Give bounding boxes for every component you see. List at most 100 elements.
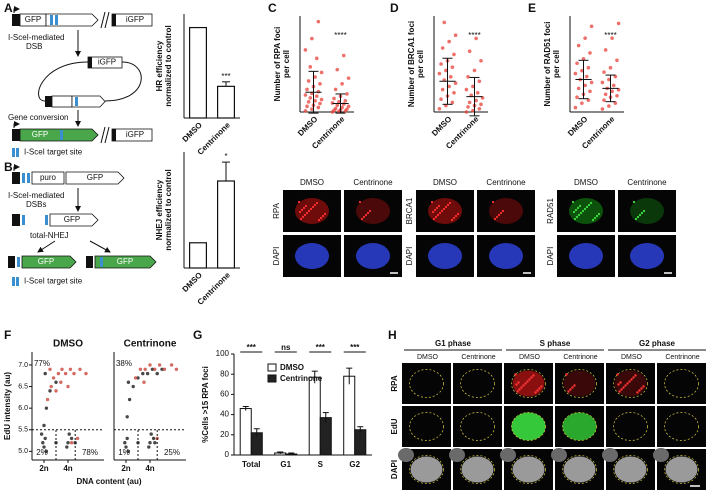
data-point bbox=[610, 89, 614, 94]
focus bbox=[448, 201, 452, 205]
x-axis-label: DNA content (au) bbox=[76, 477, 141, 486]
row-label: DAPI bbox=[405, 247, 414, 266]
data-point bbox=[310, 107, 314, 111]
data-point bbox=[611, 83, 616, 88]
data-point bbox=[467, 100, 472, 105]
data-point bbox=[66, 441, 70, 445]
data-point bbox=[602, 98, 606, 102]
data-point bbox=[316, 89, 321, 94]
nucleus-outline bbox=[613, 369, 648, 398]
nucleus-outline bbox=[460, 455, 495, 484]
focus bbox=[583, 207, 587, 211]
data-point bbox=[308, 65, 313, 69]
row-label: BRCA1 bbox=[405, 197, 414, 224]
data-point bbox=[306, 79, 311, 83]
y-axis-label: %Cells >15 RPA foci bbox=[201, 366, 210, 443]
nucleus bbox=[653, 448, 669, 462]
focus bbox=[307, 209, 311, 213]
focus bbox=[491, 200, 495, 204]
focus bbox=[309, 207, 313, 211]
gene-label: iGFP bbox=[126, 15, 144, 24]
focus bbox=[642, 385, 645, 388]
focus bbox=[433, 208, 437, 212]
data-point bbox=[136, 376, 140, 380]
data-point bbox=[319, 97, 324, 102]
significance: *** bbox=[316, 343, 326, 352]
focus bbox=[591, 218, 595, 222]
focus bbox=[440, 209, 444, 213]
panel-label: D bbox=[390, 1, 399, 15]
data-point bbox=[575, 61, 579, 66]
focus bbox=[515, 383, 518, 386]
data-point bbox=[157, 363, 162, 367]
nucleus-outline bbox=[511, 412, 546, 441]
focus bbox=[442, 207, 446, 211]
focus bbox=[534, 391, 537, 394]
data-point bbox=[151, 436, 156, 441]
y-tick-label: 100 bbox=[216, 349, 230, 358]
data-point bbox=[313, 98, 317, 103]
data-point bbox=[45, 397, 50, 402]
focus bbox=[626, 382, 629, 385]
data-point bbox=[576, 43, 581, 48]
nucleus-outline bbox=[409, 412, 444, 441]
data-point bbox=[583, 83, 587, 88]
focus bbox=[321, 214, 325, 218]
data-point bbox=[125, 436, 129, 441]
gene-label: GFP bbox=[64, 215, 80, 224]
step-label: DSB bbox=[26, 42, 42, 51]
column-label: DMSO bbox=[574, 178, 598, 187]
quadrant-label: 1% bbox=[118, 448, 130, 457]
data-point bbox=[44, 449, 49, 454]
data-point bbox=[51, 376, 56, 380]
focus bbox=[595, 214, 599, 218]
focus bbox=[456, 212, 460, 216]
y-tick-label: 6.5 bbox=[18, 383, 28, 390]
data-point bbox=[49, 384, 53, 389]
focus bbox=[368, 209, 372, 213]
focus bbox=[571, 386, 574, 389]
column-label: DMSO bbox=[417, 354, 439, 361]
nucleus bbox=[551, 448, 567, 462]
data-point bbox=[41, 441, 45, 445]
data-point bbox=[148, 363, 152, 367]
y-tick-label: 5.0 bbox=[18, 448, 28, 455]
data-point bbox=[602, 70, 606, 74]
legend-swatch bbox=[267, 363, 277, 372]
focus bbox=[302, 206, 306, 210]
focus bbox=[532, 374, 535, 377]
focus bbox=[569, 388, 572, 391]
gene-label: GFP bbox=[117, 257, 133, 266]
nucleus bbox=[428, 243, 462, 269]
focus bbox=[299, 217, 303, 221]
data-point bbox=[48, 389, 52, 393]
data-point bbox=[42, 445, 46, 449]
y-axis-label: normalized to control bbox=[164, 25, 173, 106]
quadrant-label: 77% bbox=[34, 359, 50, 368]
y-tick-label: 20 bbox=[220, 430, 229, 439]
data-point bbox=[586, 65, 591, 70]
focus bbox=[526, 380, 529, 383]
data-point bbox=[345, 92, 349, 96]
significance: *** bbox=[221, 72, 230, 81]
nucleus-outline bbox=[664, 412, 699, 441]
data-point bbox=[314, 56, 319, 61]
data-point bbox=[340, 81, 344, 86]
panel-label: A bbox=[4, 1, 13, 15]
y-axis-label: Number of RPA foci bbox=[273, 27, 282, 102]
nucleus bbox=[512, 456, 545, 483]
data-point bbox=[56, 371, 61, 376]
data-point bbox=[59, 380, 63, 384]
legend-label: I-SceI target site bbox=[24, 277, 83, 286]
data-point bbox=[346, 76, 351, 80]
significance: * bbox=[224, 152, 227, 161]
quadrant-label: 2% bbox=[36, 448, 48, 457]
nucleus bbox=[569, 243, 603, 269]
focus bbox=[574, 208, 578, 212]
focus bbox=[516, 390, 519, 393]
x-tick-label: 2n bbox=[121, 464, 130, 473]
data-point bbox=[306, 100, 311, 104]
x-tick-label: G1 bbox=[280, 460, 291, 469]
data-point bbox=[149, 432, 153, 436]
